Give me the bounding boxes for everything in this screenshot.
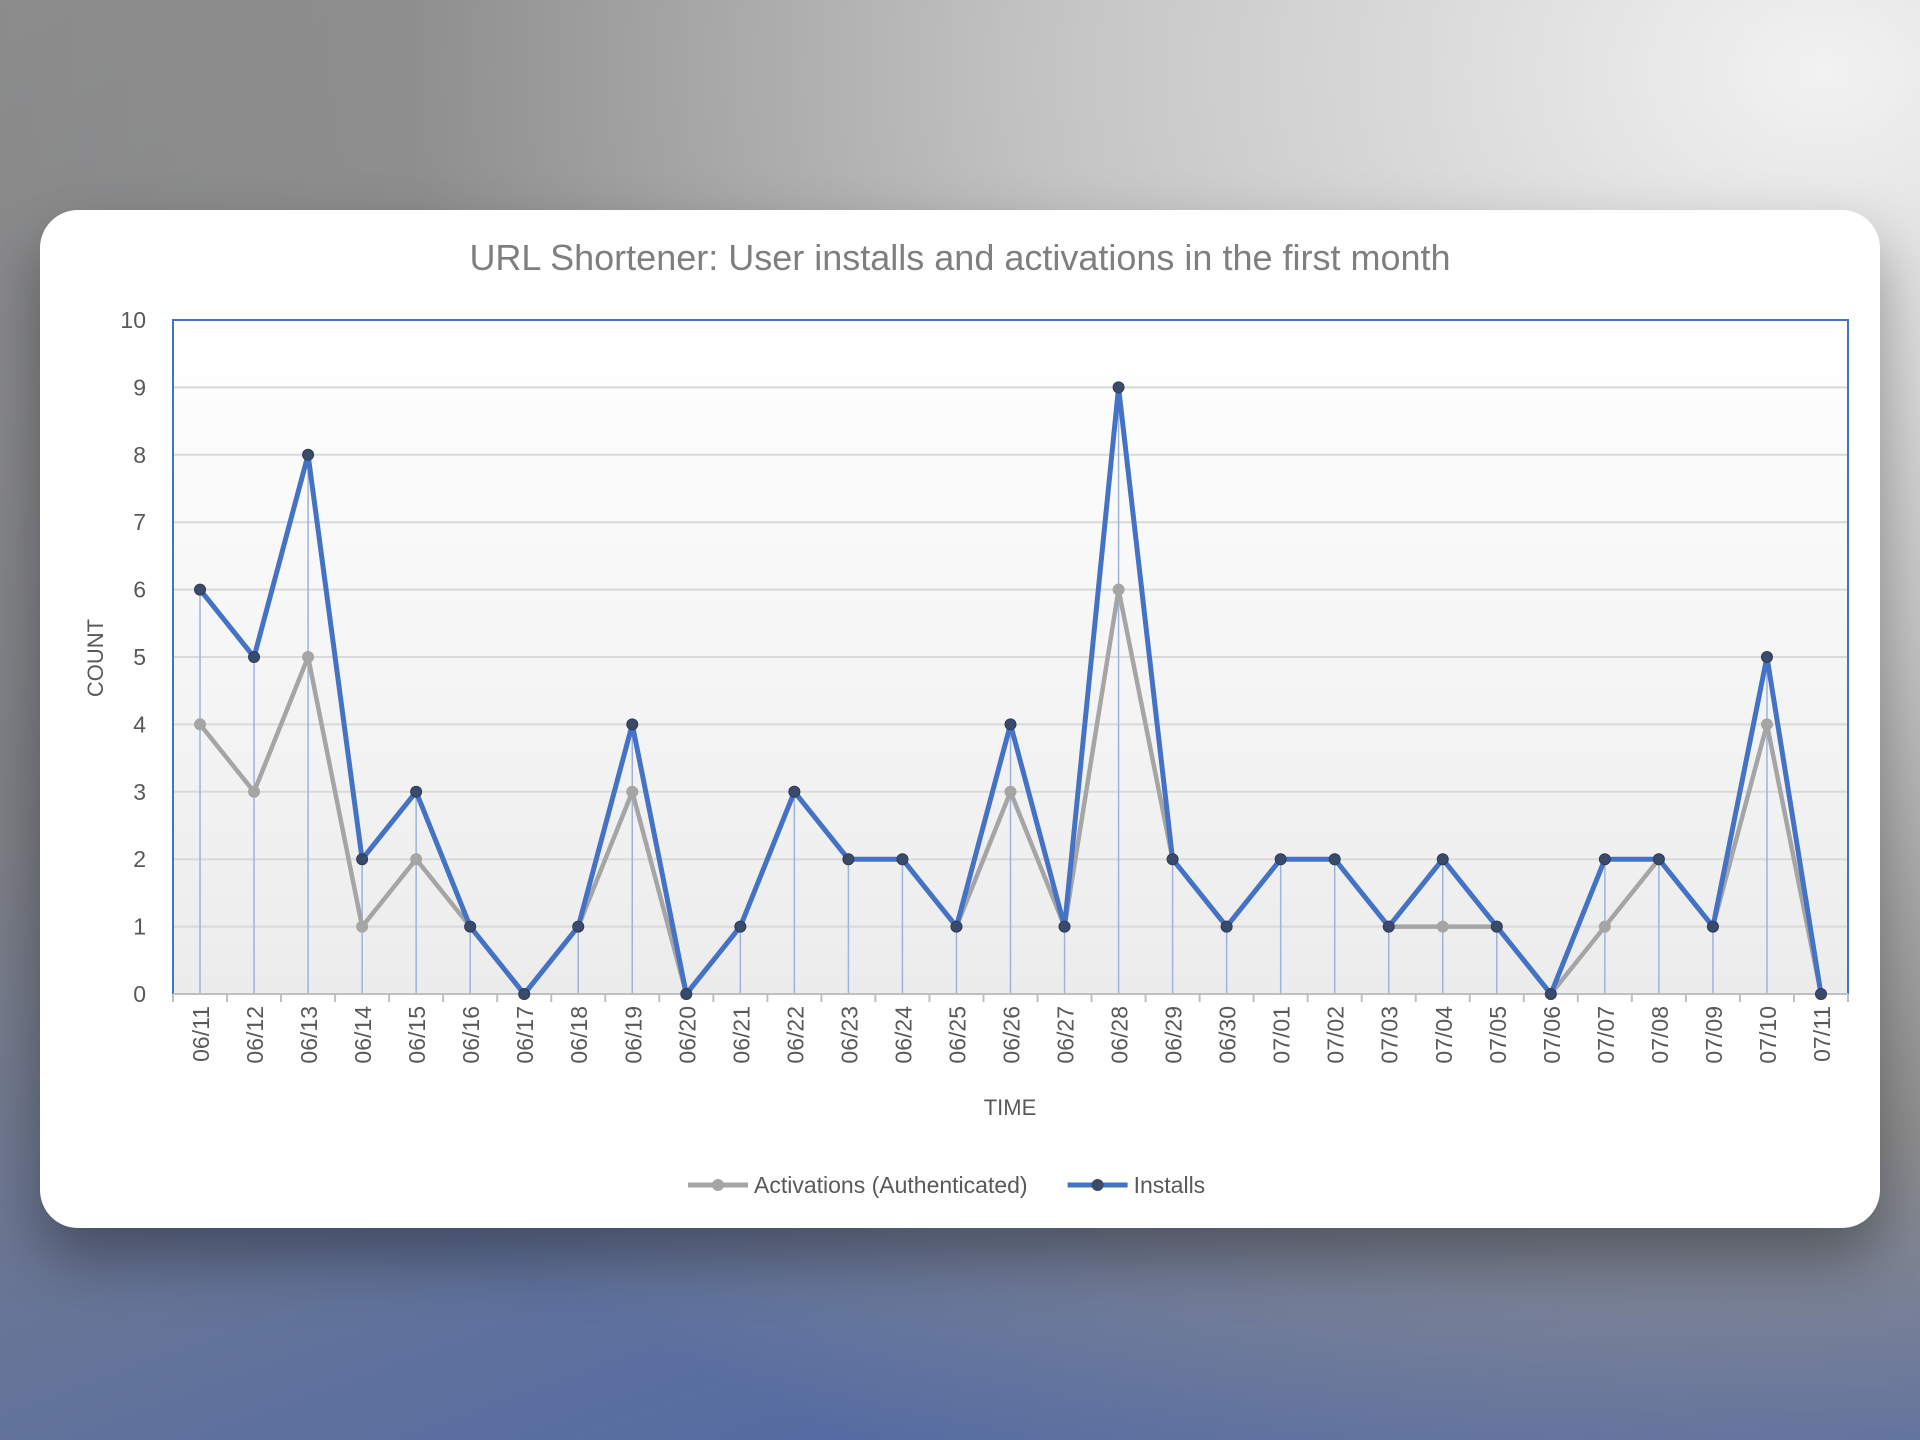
data-point: [1706, 920, 1719, 933]
data-point: [356, 853, 369, 866]
x-tick-label: 06/27: [1053, 1006, 1079, 1064]
x-tick-label: 07/11: [1809, 1006, 1835, 1062]
x-tick-label: 07/02: [1323, 1006, 1349, 1064]
data-point: [1652, 853, 1665, 866]
x-tick-label: 07/05: [1485, 1006, 1511, 1064]
data-point: [1274, 853, 1287, 866]
data-point: [248, 651, 261, 663]
data-point: [1112, 583, 1125, 596]
data-point: [788, 785, 801, 798]
data-point: [410, 785, 423, 798]
data-point: [302, 651, 315, 663]
x-tick-label: 07/04: [1431, 1006, 1457, 1064]
data-point: [896, 853, 909, 866]
x-tick-label: 07/06: [1539, 1006, 1565, 1064]
data-point: [1598, 853, 1611, 866]
data-point: [464, 920, 477, 933]
data-point: [302, 448, 315, 461]
x-tick-label: 06/14: [350, 1006, 376, 1064]
data-point: [1490, 920, 1503, 933]
data-point: [1328, 853, 1341, 866]
data-point: [1112, 381, 1125, 394]
legend-label: Activations (Authenticated): [754, 1172, 1028, 1198]
x-tick-label: 07/08: [1647, 1006, 1673, 1064]
data-point: [734, 920, 747, 933]
x-tick-label: 06/18: [566, 1006, 592, 1064]
data-point: [1004, 718, 1017, 731]
y-tick-label: 5: [133, 644, 146, 670]
x-tick-label: 06/15: [404, 1006, 430, 1064]
data-point: [1382, 920, 1395, 933]
data-point: [1166, 853, 1179, 866]
legend-label: Installs: [1134, 1172, 1206, 1198]
chart-title: URL Shortener: User installs and activat…: [469, 237, 1450, 278]
data-point: [1598, 920, 1611, 933]
data-point: [356, 920, 369, 933]
data-point: [680, 988, 693, 1000]
y-tick-label: 6: [133, 577, 146, 603]
data-point: [1004, 785, 1017, 798]
data-point: [194, 718, 207, 731]
x-axis-label: TIME: [984, 1095, 1037, 1120]
x-tick-label: 06/30: [1215, 1006, 1241, 1064]
y-tick-label: 9: [133, 374, 146, 400]
x-tick-label: 06/17: [512, 1006, 538, 1064]
data-point: [1220, 920, 1233, 933]
data-point: [1436, 853, 1449, 866]
data-point: [410, 853, 423, 866]
x-tick-label: 07/07: [1593, 1006, 1619, 1064]
y-tick-label: 10: [120, 307, 146, 333]
x-tick-label: 06/26: [999, 1006, 1025, 1064]
legend-swatch-marker: [1091, 1179, 1104, 1191]
y-tick-label: 0: [133, 981, 146, 1007]
x-tick-label: 06/28: [1107, 1006, 1133, 1064]
x-tick-label: 06/24: [890, 1006, 916, 1064]
data-point: [1436, 920, 1449, 933]
x-tick-label: 06/25: [944, 1006, 970, 1064]
x-tick-label: 07/03: [1377, 1006, 1403, 1064]
x-tick-label: 07/10: [1755, 1006, 1781, 1064]
data-point: [842, 853, 855, 866]
x-tick-label: 07/01: [1269, 1006, 1295, 1064]
y-tick-label: 4: [133, 711, 146, 737]
data-point: [1760, 651, 1773, 663]
data-point: [626, 718, 639, 731]
x-tick-label: 06/29: [1161, 1006, 1187, 1064]
x-tick-label: 06/23: [836, 1006, 862, 1064]
data-point: [248, 785, 261, 798]
x-tick-label: 06/19: [620, 1006, 646, 1064]
data-point: [518, 988, 531, 1000]
y-tick-label: 8: [133, 442, 146, 468]
x-tick-label: 06/11: [188, 1006, 214, 1062]
x-tick-label: 06/13: [296, 1006, 322, 1064]
data-point: [1058, 920, 1071, 933]
x-tick-label: 06/16: [458, 1006, 484, 1064]
x-tick-label: 06/12: [242, 1006, 268, 1064]
x-tick-label: 06/22: [782, 1006, 808, 1064]
data-point: [1760, 718, 1773, 731]
data-point: [626, 785, 639, 798]
legend-swatch-marker: [712, 1179, 724, 1191]
x-tick-label: 06/21: [728, 1006, 754, 1064]
x-tick-label: 07/09: [1701, 1006, 1727, 1064]
x-tick-label: 06/20: [674, 1006, 700, 1064]
y-axis-label: COUNT: [83, 619, 108, 697]
y-tick-label: 3: [133, 779, 146, 805]
data-point: [1814, 988, 1827, 1000]
data-point: [950, 920, 963, 933]
y-tick-label: 7: [133, 509, 146, 535]
data-point: [194, 583, 207, 596]
y-tick-label: 2: [133, 846, 146, 872]
data-point: [572, 920, 585, 933]
y-tick-label: 1: [133, 914, 146, 940]
data-point: [1544, 988, 1557, 1000]
